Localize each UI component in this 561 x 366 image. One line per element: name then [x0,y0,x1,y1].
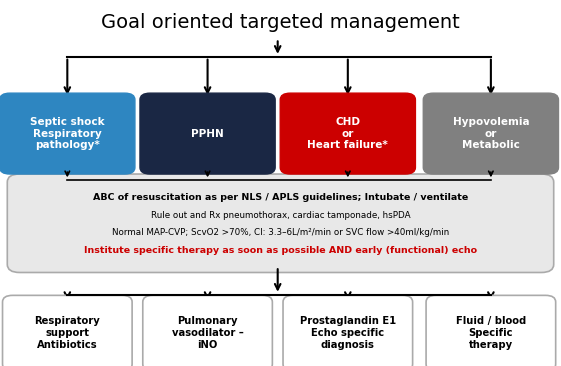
Text: Respiratory
support
Antibiotics: Respiratory support Antibiotics [34,317,100,350]
Text: Normal MAP-CVP; ScvO2 >70%, CI: 3.3–6L/m²/min or SVC flow >40ml/kg/min: Normal MAP-CVP; ScvO2 >70%, CI: 3.3–6L/m… [112,228,449,237]
Text: Rule out and Rx pneumothorax, cardiac tamponade, hsPDA: Rule out and Rx pneumothorax, cardiac ta… [151,211,410,220]
FancyBboxPatch shape [283,295,412,366]
Text: Institute specific therapy as soon as possible AND early (functional) echo: Institute specific therapy as soon as po… [84,246,477,255]
Text: Septic shock
Respiratory
pathology*: Septic shock Respiratory pathology* [30,117,105,150]
Text: Pulmonary
vasodilator –
iNO: Pulmonary vasodilator – iNO [172,317,243,350]
Text: Hypovolemia
or
Metabolic: Hypovolemia or Metabolic [453,117,529,150]
FancyBboxPatch shape [280,93,415,174]
FancyBboxPatch shape [0,93,135,174]
Text: CHD
or
Heart failure*: CHD or Heart failure* [307,117,388,150]
Text: ABC of resuscitation as per NLS / APLS guidelines; Intubate / ventilate: ABC of resuscitation as per NLS / APLS g… [93,193,468,202]
FancyBboxPatch shape [7,174,554,272]
FancyBboxPatch shape [142,295,272,366]
FancyBboxPatch shape [2,295,132,366]
FancyBboxPatch shape [423,93,558,174]
Text: PPHN: PPHN [191,128,224,139]
Text: Goal oriented targeted management: Goal oriented targeted management [101,13,460,32]
FancyBboxPatch shape [426,295,555,366]
Text: Fluid / blood
Specific
therapy: Fluid / blood Specific therapy [456,317,526,350]
Text: Prostaglandin E1
Echo specific
diagnosis: Prostaglandin E1 Echo specific diagnosis [300,317,396,350]
FancyBboxPatch shape [140,93,275,174]
